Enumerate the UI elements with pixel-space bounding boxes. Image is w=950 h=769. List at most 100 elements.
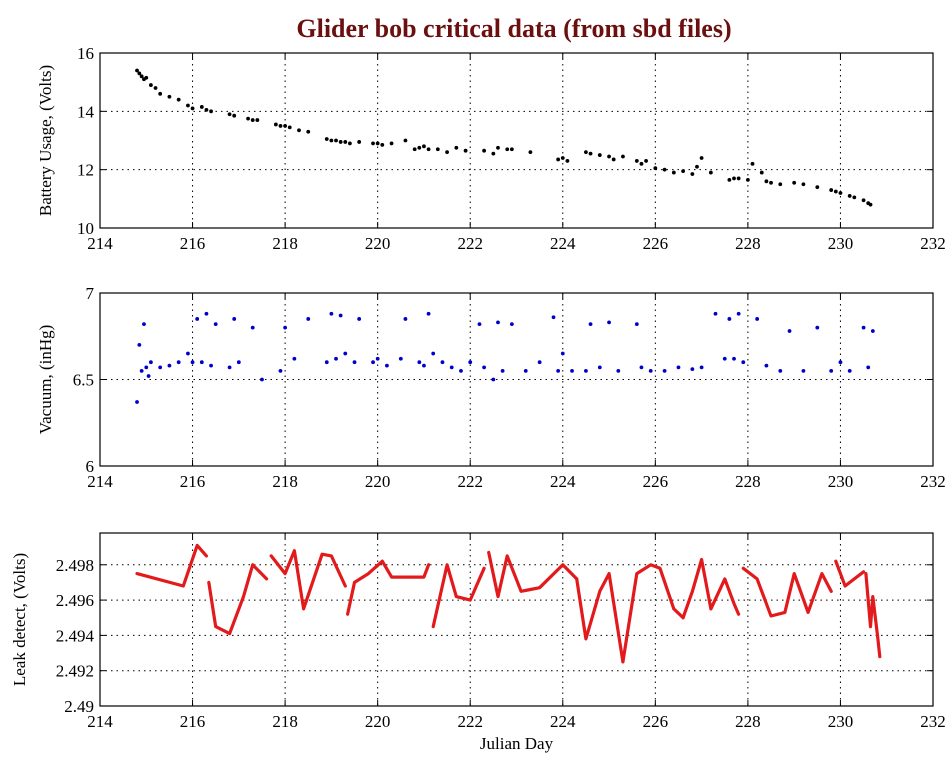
vacuum-point <box>398 356 403 361</box>
battery-point <box>653 166 658 171</box>
leak-xtick-label: 220 <box>365 712 391 731</box>
vacuum-xtick-label: 216 <box>180 472 206 491</box>
vacuum-point <box>385 363 389 368</box>
vacuum-point <box>639 365 644 370</box>
vacuum-point <box>343 351 348 356</box>
vacuum-ytick-label: 6.5 <box>73 371 94 390</box>
battery-point <box>334 138 338 143</box>
battery-point <box>671 170 676 175</box>
leak-line-seg4 <box>346 559 431 616</box>
vacuum-point <box>260 377 264 382</box>
leak-line-seg3 <box>269 549 347 611</box>
battery-point <box>852 195 857 200</box>
vacuum-point <box>190 360 195 365</box>
battery-point <box>139 74 144 79</box>
battery-point <box>769 180 773 185</box>
vacuum-point <box>727 317 732 321</box>
vacuum-point <box>866 365 871 370</box>
battery-xtick-label: 226 <box>643 234 669 253</box>
vacuum-point <box>422 363 426 368</box>
vacuum-point <box>755 317 760 321</box>
battery-point <box>505 147 510 152</box>
battery-ytick-label: 14 <box>77 102 95 121</box>
vacuum-point <box>158 365 163 370</box>
vacuum-point <box>149 360 153 365</box>
leak-xtick-label: 224 <box>550 712 576 731</box>
vacuum-point <box>500 368 505 373</box>
leak-axes-frame <box>99 532 934 707</box>
vacuum-ytick-label: 7 <box>86 284 95 303</box>
vacuum-point <box>142 322 146 327</box>
battery-point <box>324 137 329 141</box>
battery-point <box>338 140 343 144</box>
vacuum-point <box>870 329 875 333</box>
battery-point <box>607 154 611 159</box>
battery-point <box>491 151 496 156</box>
battery-point <box>565 159 570 163</box>
vacuum-panel: 214 216 218 220 222 224 226 228 230 232 6 6.5 7 Vacuu… <box>36 284 946 491</box>
vacuum-point <box>662 368 667 373</box>
battery-ytick-label: 10 <box>77 219 94 238</box>
battery-ytick-label: 16 <box>77 44 94 63</box>
battery-point <box>412 147 417 152</box>
vacuum-point <box>764 363 769 368</box>
battery-point <box>778 182 783 187</box>
battery-point <box>283 124 288 128</box>
vacuum-xtick-label: 220 <box>365 472 391 491</box>
vacuum-point <box>292 356 297 361</box>
vacuum-point <box>204 311 209 316</box>
leak-line-seg2 <box>207 563 269 636</box>
battery-point <box>204 107 209 112</box>
vacuum-point <box>676 365 681 370</box>
battery-point <box>343 140 348 144</box>
battery-xtick-label: 216 <box>180 234 206 253</box>
battery-xtick-label: 220 <box>365 234 391 253</box>
leak-xlabel: Julian Day <box>480 734 554 753</box>
leak-ytick-label: 2.496 <box>56 591 94 610</box>
vacuum-point <box>829 368 834 373</box>
battery-point <box>135 68 139 73</box>
leak-line-seg1 <box>135 543 208 588</box>
battery-point <box>621 154 625 159</box>
vacuum-point <box>496 320 500 325</box>
vacuum-point <box>417 360 422 365</box>
battery-point <box>250 118 255 122</box>
vacuum-xtick-label: 224 <box>550 472 576 491</box>
vacuum-point <box>167 363 172 368</box>
vacuum-point <box>551 315 556 320</box>
vacuum-point <box>338 313 343 318</box>
vacuum-point <box>861 325 866 330</box>
battery-point <box>329 138 334 143</box>
vacuum-xtick-label: 218 <box>272 472 298 491</box>
vacuum-xtick-label: 226 <box>643 472 669 491</box>
battery-point <box>750 161 755 166</box>
vacuum-point <box>195 317 200 321</box>
vacuum-point <box>232 317 237 321</box>
battery-point <box>838 191 843 195</box>
leak-line-seg8 <box>621 563 685 664</box>
leak-ytick-label: 2.492 <box>56 662 94 681</box>
battery-point <box>861 198 866 203</box>
battery-point <box>190 106 195 111</box>
vacuum-point <box>213 322 218 327</box>
leak-line-seg11 <box>834 559 866 588</box>
vacuum-point <box>449 365 454 370</box>
vacuum-point <box>537 360 542 365</box>
battery-point <box>417 145 422 150</box>
battery-xtick-label: 222 <box>457 234 483 253</box>
vacuum-point <box>278 368 283 373</box>
leak-line-seg5 <box>431 563 486 629</box>
battery-point <box>403 138 408 143</box>
vacuum-point <box>607 320 611 325</box>
battery-point <box>597 153 602 157</box>
vacuum-point <box>616 368 621 373</box>
battery-point <box>727 177 732 182</box>
battery-point <box>246 116 250 121</box>
battery-point <box>745 177 750 182</box>
battery-point <box>699 156 704 160</box>
vacuum-xtick-label: 230 <box>828 472 854 491</box>
leak-xtick-label: 214 <box>87 712 113 731</box>
battery-point <box>833 189 838 194</box>
vacuum-point <box>477 322 482 327</box>
